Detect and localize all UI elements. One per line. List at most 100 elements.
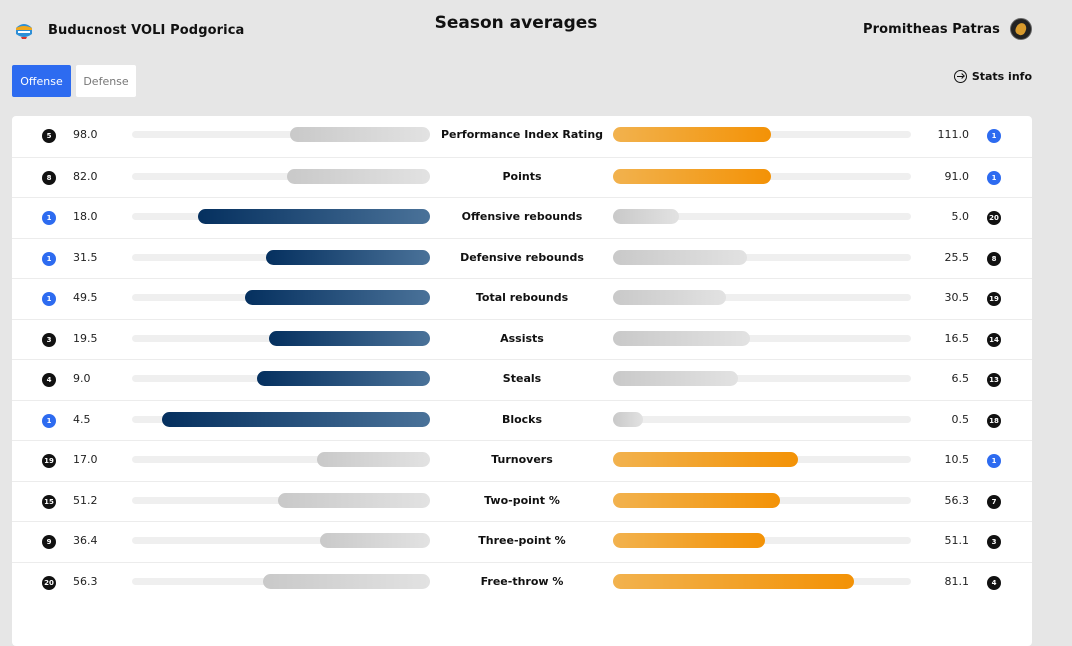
away-team-name: Promitheas Patras (863, 21, 1000, 37)
away-stat-bar (613, 371, 739, 386)
away-stat-bar-track (613, 371, 911, 386)
away-rank-badge: 13 (987, 373, 1001, 387)
home-stat-bar-track (132, 168, 430, 184)
stat-row: 15 51.2 Two-point % 56.3 7 (12, 480, 1032, 522)
home-stat-bar-track (132, 533, 430, 548)
stat-row: 19 17.0 Turnovers 10.5 1 (12, 440, 1032, 481)
stat-row: 1 49.5 Total rebounds 30.5 19 (12, 278, 1032, 319)
stats-tabs: Offense Defense (12, 65, 136, 97)
home-rank-badge: 4 (42, 373, 56, 387)
away-stat-bar-track (613, 492, 911, 508)
stat-row: 20 56.3 Free-throw % 81.1 4 (12, 561, 1032, 603)
away-stat-value: 25.5 (944, 250, 970, 264)
stat-row: 3 19.5 Assists 16.5 14 (12, 318, 1032, 360)
away-team: Promitheas Patras (863, 18, 1032, 40)
home-team-logo (12, 18, 36, 42)
home-stat-value: 56.3 (73, 574, 98, 588)
away-rank-badge: 7 (987, 494, 1001, 509)
away-stat-value: 81.1 (944, 574, 970, 588)
stats-comparison-panel: 5 98.0 Performance Index Rating 111.0 1 8 82.0… (12, 116, 1032, 646)
home-stat-bar (257, 371, 430, 386)
away-rank-badge: 3 (987, 535, 1001, 549)
home-stat-value: 82.0 (73, 169, 98, 183)
stat-label: Turnovers (491, 453, 553, 466)
arrow-circle-right-icon (953, 70, 967, 83)
tab-defense[interactable]: Defense (76, 65, 136, 97)
away-rank-badge: 4 (987, 575, 1001, 590)
home-stat-value: 49.5 (73, 291, 98, 304)
away-stat-value: 56.3 (944, 493, 970, 507)
away-stat-value: 30.5 (944, 291, 970, 304)
away-stat-value: 5.0 (951, 210, 970, 223)
home-rank-badge: 8 (42, 170, 56, 185)
page-title: Season averages (434, 13, 598, 33)
home-stat-bar (263, 573, 430, 589)
stat-row: 1 4.5 Blocks 0.5 18 (12, 399, 1032, 441)
away-stat-bar-track (613, 290, 911, 305)
home-rank-badge: 9 (42, 535, 56, 549)
away-stat-bar (613, 249, 748, 265)
away-rank-badge: 18 (987, 413, 1001, 428)
away-stat-value: 6.5 (951, 372, 970, 385)
away-stat-bar (613, 209, 679, 224)
away-team-logo (1010, 18, 1032, 40)
stat-row: 9 36.4 Three-point % 51.1 3 (12, 521, 1032, 562)
home-stat-value: 31.5 (73, 250, 98, 264)
stat-row: 5 98.0 Performance Index Rating 111.0 1 (12, 116, 1032, 156)
home-stat-bar-track (132, 127, 430, 142)
home-rank-badge: 1 (42, 292, 56, 306)
away-stat-bar-track (613, 127, 911, 142)
away-stat-bar (613, 168, 771, 184)
away-stat-bar (613, 452, 798, 467)
stat-row: 1 31.5 Defensive rebounds 25.5 8 (12, 237, 1032, 279)
stat-label: Total rebounds (475, 291, 569, 304)
stat-label: Blocks (501, 412, 543, 426)
away-stat-value: 16.5 (944, 331, 970, 345)
home-stat-bar (266, 249, 430, 265)
away-stat-value: 51.1 (944, 534, 970, 547)
home-rank-badge: 1 (42, 413, 56, 428)
away-stat-bar-track (613, 209, 911, 224)
away-stat-bar-track (613, 330, 911, 346)
home-stat-bar (289, 127, 430, 142)
home-stat-bar-track (132, 249, 430, 265)
home-team-name: Buducnost VOLI Podgorica (48, 22, 245, 38)
away-stat-bar-track (613, 168, 911, 184)
away-stat-bar (613, 533, 765, 548)
stat-label: Points (502, 169, 542, 183)
stat-label: Assists (500, 331, 544, 345)
stat-row: 4 9.0 Steals 6.5 13 (12, 359, 1032, 400)
away-rank-badge: 19 (987, 292, 1001, 306)
home-stat-bar-track (132, 290, 430, 305)
away-stat-value: 10.5 (944, 453, 970, 466)
home-rank-badge: 1 (42, 251, 56, 266)
away-rank-badge: 1 (987, 170, 1001, 185)
stat-row: 8 82.0 Points 91.0 1 (12, 156, 1032, 198)
home-stat-bar-track (132, 492, 430, 508)
stat-label: Defensive rebounds (460, 250, 584, 264)
home-rank-badge: 3 (42, 332, 56, 347)
home-stat-bar (278, 492, 430, 508)
away-stat-bar-track (613, 573, 911, 589)
home-stat-bar-track (132, 330, 430, 346)
home-stat-bar (316, 452, 430, 467)
home-stat-bar (161, 411, 430, 427)
tab-offense[interactable]: Offense (12, 65, 71, 97)
away-stat-bar (613, 290, 727, 305)
stats-info-link[interactable]: Stats info (953, 70, 1032, 83)
home-stat-value: 19.5 (73, 331, 98, 345)
away-rank-badge: 8 (987, 251, 1001, 266)
home-stat-value: 17.0 (73, 453, 98, 466)
stats-info-label: Stats info (971, 70, 1032, 83)
home-stat-bar (245, 290, 430, 305)
home-stat-bar (319, 533, 430, 548)
stat-label: Two-point % (484, 493, 560, 507)
away-stat-bar-track (613, 249, 911, 265)
away-stat-bar (613, 492, 780, 508)
home-stat-bar-track (132, 209, 430, 224)
home-stat-value: 9.0 (73, 372, 91, 385)
home-stat-bar-track (132, 452, 430, 467)
away-rank-badge: 20 (987, 211, 1001, 225)
away-stat-bar-track (613, 533, 911, 548)
home-stat-value: 98.0 (73, 128, 98, 141)
